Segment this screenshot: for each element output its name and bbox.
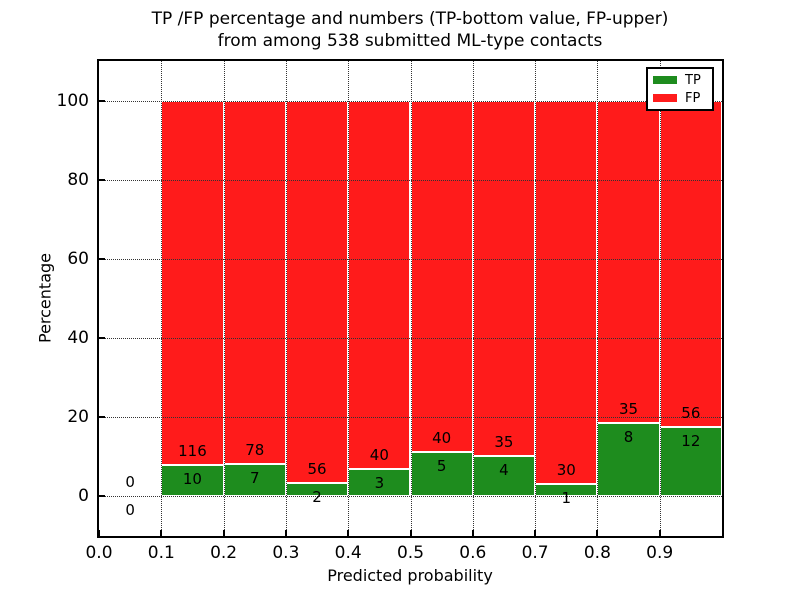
x-tick-label: 0.6 [459, 543, 487, 563]
vertical-gridline [472, 61, 474, 536]
x-tick-label: 0.4 [334, 543, 362, 563]
chart-title-line1: TP /FP percentage and numbers (TP-bottom… [151, 9, 669, 29]
fp-count-label: 78 [245, 440, 265, 459]
x-tick-mark [658, 530, 661, 536]
fp-count-label: 35 [619, 399, 639, 418]
fp-count-label: 40 [369, 445, 389, 464]
bar-fp-segment [410, 100, 473, 453]
bar-tp-segment [659, 426, 722, 497]
tp-count-label: 12 [681, 431, 701, 450]
x-tick-mark [409, 530, 412, 536]
tp-count-label: 2 [312, 487, 322, 506]
legend-swatch-fp [653, 94, 677, 102]
bar-fp-segment [472, 100, 536, 456]
vertical-gridline [285, 61, 287, 536]
plot-area: 0.0 0.1 0.2 0.3 0.4 0.5 0.6 0.7 0.8 0.9 0 20 40 60 80 1… [57, 61, 722, 563]
x-tick-label: 0.3 [272, 543, 300, 563]
x-tick-label: 0.5 [396, 543, 425, 563]
x-tick-mark [596, 530, 599, 536]
y-axis-label: Percentage [35, 252, 55, 344]
fp-count-label: 56 [681, 403, 701, 422]
y-tick-label: 40 [67, 328, 89, 349]
chart-title-line2: from among 538 submitted ML-type contact… [217, 31, 603, 51]
vertical-gridline [161, 61, 163, 536]
legend-label-tp: TP [685, 72, 701, 88]
tp-count-label: 10 [182, 470, 202, 488]
x-tick-mark [98, 530, 100, 536]
x-tick-label: 0.2 [210, 543, 238, 563]
fp-count-label: 40 [432, 429, 452, 448]
x-tick-label: 0.7 [521, 543, 549, 563]
vertical-gridline [410, 61, 412, 536]
legend-label-fp: FP [685, 90, 701, 106]
x-tick-label: 0.9 [646, 543, 674, 563]
vertical-gridline [535, 61, 537, 536]
fp-count-label: 56 [307, 459, 327, 478]
bar-fp-segment [223, 100, 286, 464]
fp-count-label: 0 [125, 473, 135, 492]
x-tick-label: 0.0 [85, 543, 113, 563]
y-tick-mark [99, 416, 105, 419]
vertical-gridline [348, 61, 350, 536]
y-tick-label: 100 [56, 90, 89, 111]
vertical-gridline [659, 61, 661, 536]
y-tick-mark [99, 337, 105, 340]
y-tick-mark [99, 99, 105, 102]
y-tick-label: 60 [67, 248, 89, 269]
x-tick-mark [347, 530, 350, 536]
fp-count-label: 30 [556, 460, 576, 479]
chart-title: TP /FP percentage and numbers (TP-bottom… [152, 8, 669, 52]
y-tick-label: 80 [67, 169, 89, 190]
x-tick-label: 0.8 [583, 543, 611, 563]
legend-swatch-tp [653, 76, 677, 84]
bar-tp-segment [597, 422, 660, 497]
legend: TP FP [646, 67, 714, 111]
bar-fp-segment [597, 100, 660, 423]
fp-count-label: 35 [494, 432, 514, 451]
bar-tp-segment [161, 465, 224, 497]
bar-fp-segment [285, 100, 349, 483]
tp-count-label: 0 [125, 501, 135, 520]
tp-count-label: 4 [499, 460, 509, 479]
y-tick-label: 20 [67, 407, 89, 428]
tp-count-label: 7 [249, 468, 260, 487]
x-tick-mark [471, 530, 474, 536]
vertical-gridline [597, 61, 599, 536]
bar-fp-segment [348, 100, 411, 469]
tp-count-label: 1 [561, 488, 572, 507]
y-tick-mark [99, 257, 105, 260]
x-tick-mark [222, 530, 225, 536]
y-tick-mark [99, 495, 105, 498]
x-tick-label: 0.1 [147, 543, 175, 563]
x-tick-mark [160, 530, 163, 536]
y-tick-label: 0 [78, 486, 89, 507]
x-tick-mark [284, 530, 287, 536]
fp-count-label: 116 [178, 442, 207, 460]
x-axis-label: Predicted probability [327, 566, 493, 585]
bar-fp-segment [535, 100, 598, 484]
legend-entry-fp: FP [653, 92, 707, 105]
tp-count-label: 3 [374, 473, 385, 492]
x-tick-mark [534, 530, 537, 536]
y-tick-mark [99, 178, 105, 181]
vertical-gridline [223, 61, 225, 536]
legend-entry-tp: TP [653, 74, 707, 87]
bar-fp-segment [659, 100, 722, 427]
tp-count-label: 8 [623, 427, 634, 446]
tp-count-label: 5 [436, 457, 447, 476]
bar-fp-segment [161, 100, 224, 465]
